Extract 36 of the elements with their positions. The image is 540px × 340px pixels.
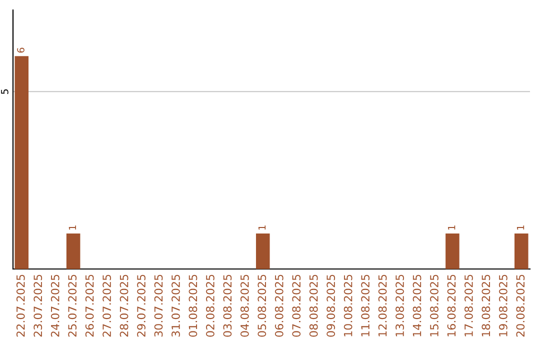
data-label: 1 — [448, 225, 456, 230]
x-tick-label: 11.08.2025 — [361, 274, 370, 336]
data-label: 6 — [17, 48, 24, 53]
x-tick-label: 29.07.2025 — [137, 274, 146, 337]
x-tick-label: 22.07.2025 — [16, 274, 25, 337]
x-tick-label: 14.08.2025 — [412, 274, 422, 336]
x-tick-label: 31.07.2025 — [172, 274, 180, 337]
x-tick-label: 15.08.2025 — [430, 274, 438, 336]
x-tick-label: 19.08.2025 — [498, 274, 508, 336]
x-tick-label: 27.07.2025 — [102, 274, 112, 337]
x-tick-label: 07.08.2025 — [292, 274, 301, 337]
x-tick-label: 03.08.2025 — [223, 274, 232, 337]
y-tick-label: 5 — [1, 89, 8, 94]
data-label: 1 — [516, 225, 524, 230]
x-tick-label: 23.07.2025 — [34, 274, 42, 337]
x-tick-label: 01.08.2025 — [188, 274, 198, 337]
x-tick-label: 30.07.2025 — [154, 274, 163, 337]
x-tick-label: 05.08.2025 — [258, 274, 266, 337]
x-tick-label: 02.08.2025 — [206, 274, 214, 337]
data-label: 1 — [258, 225, 266, 230]
x-tick-label: 17.08.2025 — [464, 274, 473, 336]
x-tick-label: 18.08.2025 — [482, 274, 490, 336]
x-tick-label: 28.07.2025 — [120, 274, 128, 337]
data-label: 1 — [68, 225, 76, 230]
x-tick-label: 04.08.2025 — [240, 274, 249, 337]
x-tick-label: 24.07.2025 — [50, 274, 60, 337]
x-tick-label: 06.08.2025 — [274, 274, 284, 337]
x-tick-label: 16.08.2025 — [447, 274, 456, 336]
x-tick-label: 12.08.2025 — [378, 274, 387, 336]
x-tick-label: 09.08.2025 — [326, 274, 336, 337]
x-tick-label: 08.08.2025 — [309, 274, 318, 337]
x-tick-label: 20.08.2025 — [516, 274, 525, 337]
x-tick-label: 26.07.2025 — [85, 274, 94, 337]
x-tick-label: 25.07.2025 — [68, 274, 77, 337]
x-tick-label: 13.08.2025 — [396, 274, 404, 336]
x-tick-label: 10.08.2025 — [344, 274, 352, 336]
